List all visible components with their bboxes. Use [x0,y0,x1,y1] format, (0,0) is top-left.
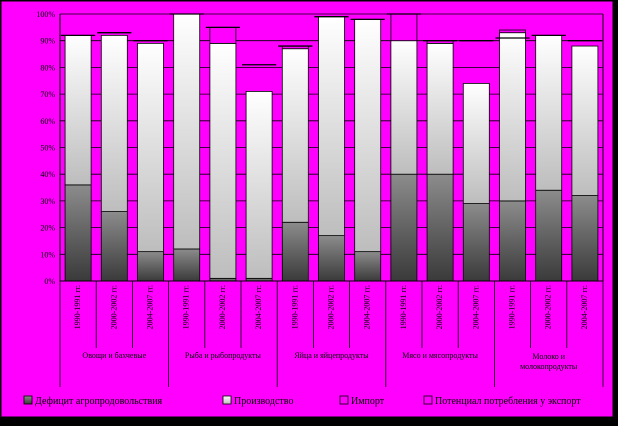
x-tick-label: 2004-2007 гг. [580,285,589,329]
y-tick-label: 0% [44,277,55,286]
x-tick-label: 2000-2002 гг. [109,285,118,329]
bar-deficit [318,235,345,282]
x-group-label: молокопродукты [520,362,578,371]
legend-swatch-import [339,395,349,405]
bar-production [354,18,382,253]
bar-production [64,34,92,186]
x-tick-label: 2004-2007 гг. [363,285,372,329]
bar-deficit [64,184,92,282]
x-group-label: Рыба и рыбопродукты [185,351,262,360]
x-group-label: Мясо и мясопродукты [402,351,478,360]
legend: Дефицит агропродовольствия Производство … [23,395,581,407]
bars [64,13,599,282]
y-tick-label: 80% [40,63,55,72]
bar-production [318,16,345,237]
y-tick-label: 30% [40,197,55,206]
bar-production [499,32,526,202]
bar-import [209,26,237,44]
bar-deficit [571,195,599,282]
legend-swatch-production [222,395,232,405]
bar-production [100,34,128,212]
legend-label-production: Производство [234,396,293,407]
bar-deficit [137,251,164,282]
bar-deficit [390,173,418,282]
x-group-label: Молоко и [532,352,565,361]
x-axis: 1990-1991 гг. 2000-2002 гг. 2004-2007 гг. 1… [59,280,604,387]
bar-production [390,40,418,175]
bar-deficit [499,200,526,282]
legend-label-consumption: Потенциал потребления у экспорт [435,396,581,407]
x-tick-label: 2000-2002 гг. [327,285,336,329]
x-tick-label: 1990-1991 гг. [182,285,191,329]
x-tick-label: 2000-2002 гг. [435,285,444,329]
y-tick-label: 100% [36,10,55,19]
x-tick-label: 2004-2007 гг. [254,285,263,329]
bar-production [426,42,454,175]
y-tick-label: 20% [40,224,55,233]
x-tick-label: 2004-2007 гг. [146,285,155,329]
x-group-label: Овощи и бахчевые [82,351,146,360]
x-tick-label: 2004-2007 гг. [471,285,480,329]
y-axis: 0% 10% 20% 30% 40% 50% 60% 70% 80% 90% 100% [36,10,604,286]
y-tick-label: 10% [40,250,55,259]
bar-deficit [535,189,563,282]
x-tick-label: 1990-1991 гг. [508,285,517,329]
legend-label-deficit: Дефицит агропродовольствия [35,396,163,407]
x-group-label: Яйца и яйцепродукты [294,351,369,360]
bar-import [390,13,418,42]
bar-production [571,45,599,196]
consumption-lines [61,13,602,66]
y-tick-label: 70% [40,90,55,99]
legend-swatch-deficit [23,395,33,405]
bar-deficit [281,221,309,282]
bar-production [209,42,237,279]
legend-label-import: Импорт [351,396,385,407]
bar-production [535,34,563,191]
bar-production [173,13,201,250]
x-tick-label: 1990-1991 гг. [73,285,82,329]
bar-production [137,42,164,253]
x-tick-label: 1990-1991 гг. [399,285,408,329]
y-tick-label: 40% [40,170,55,179]
legend-swatch-consumption [423,395,433,405]
bar-deficit [426,173,454,282]
bar-deficit [354,251,382,282]
bar-deficit [173,248,201,282]
y-tick-label: 50% [40,144,55,153]
bar-import [499,29,526,34]
x-tick-label: 2000-2002 гг. [218,285,227,329]
y-tick-label: 90% [40,37,55,46]
bar-deficit [462,203,490,282]
bar-deficit [100,211,128,282]
x-tick-label: 2000-2002 гг. [544,285,553,329]
x-tick-label: 1990-1991 гг. [290,285,299,329]
y-tick-label: 60% [40,117,55,126]
bar-production [245,91,273,279]
bar-production [281,48,309,223]
bar-production [462,83,490,204]
